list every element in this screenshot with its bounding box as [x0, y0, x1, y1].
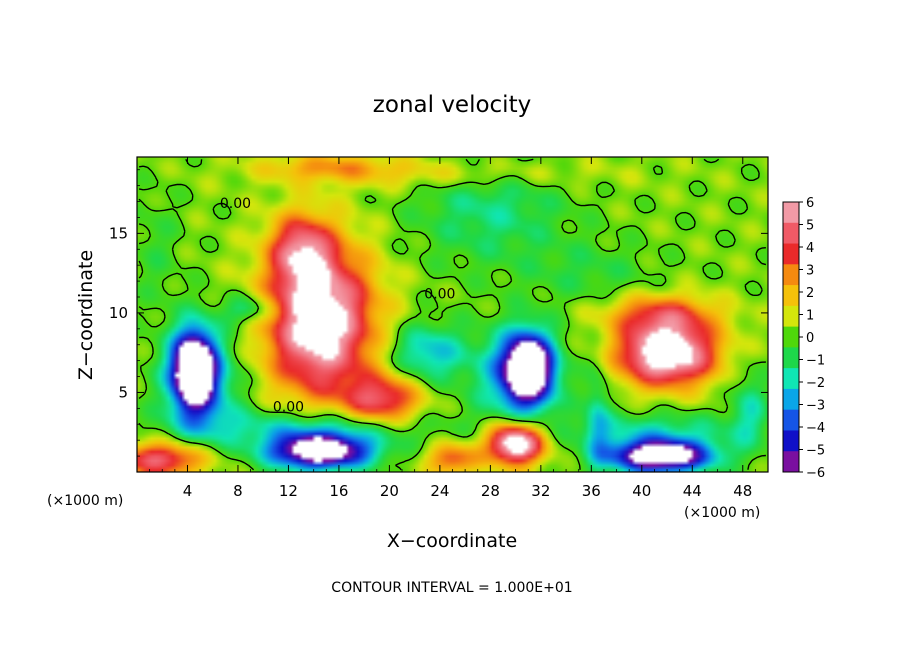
x-tick-label: 48 — [733, 482, 752, 500]
colorbar-tick-label: −4 — [806, 421, 825, 436]
x-unit-left: (×1000 m) — [47, 493, 123, 509]
x-tick-label: 16 — [329, 482, 348, 500]
colorbar-tick-label: 3 — [806, 264, 814, 279]
x-tick-label: 36 — [582, 482, 601, 500]
colorbar-swatch — [783, 202, 799, 224]
colorbar-swatch — [783, 264, 799, 286]
contour-label-1: 0.00 — [424, 287, 455, 303]
colorbar-tick-label: 4 — [806, 241, 814, 256]
colorbar-tick-label: 2 — [806, 286, 814, 301]
x-tick-label: 40 — [632, 482, 651, 500]
colorbar-swatch — [783, 285, 799, 307]
colorbar-swatch — [783, 305, 799, 328]
x-tick-label: 44 — [683, 482, 702, 500]
x-tick-label: 20 — [380, 482, 399, 500]
x-axis: 4 8 12 16 20 24 28 32 36 40 44 48 — [149, 157, 756, 500]
y-axis-label: Z−coordinate — [75, 250, 97, 380]
y-tick-label: 15 — [109, 224, 128, 242]
colorbar-swatch — [783, 409, 799, 431]
colorbar-swatch — [783, 222, 799, 245]
colorbar-swatch — [783, 326, 799, 348]
contour-label-0: 0.00 — [220, 196, 251, 212]
colorbar-swatch — [783, 430, 799, 452]
x-tick-label: 8 — [233, 482, 243, 500]
colorbar-swatch — [783, 451, 799, 473]
x-unit-right: (×1000 m) — [684, 505, 760, 521]
colorbar-tick-label: −3 — [806, 399, 825, 414]
x-tick-label: 32 — [531, 482, 550, 500]
colorbar-tick-label: 6 — [806, 196, 814, 211]
colorbar-tick-label: 0 — [806, 331, 814, 346]
colorbar: 6 5 4 3 2 1 0 −1 −2 −3 −4 −5 −6 — [782, 196, 825, 481]
colorbar-swatch — [783, 368, 799, 390]
colorbar-swatch — [783, 388, 799, 411]
colorbar-tick-label: −1 — [806, 354, 825, 369]
plot-area: 0.00 0.00 0.00 — [136, 156, 769, 473]
x-tick-label: 24 — [430, 482, 449, 500]
colorbar-tick-label: 1 — [806, 309, 814, 324]
colorbar-swatch — [783, 243, 799, 265]
y-axis: 5 10 15 — [109, 169, 768, 457]
colorbar-tick-label: 5 — [806, 219, 814, 234]
contour-interval-note: CONTOUR INTERVAL = 1.000E+01 — [331, 580, 572, 596]
y-tick-label: 10 — [109, 304, 128, 322]
x-tick-label: 12 — [279, 482, 298, 500]
colorbar-tick-label: −6 — [806, 466, 825, 481]
x-tick-label: 4 — [183, 482, 193, 500]
x-tick-label: 28 — [481, 482, 500, 500]
colorbar-swatch — [783, 347, 799, 369]
contour-label-2: 0.00 — [273, 400, 304, 416]
chart-title: zonal velocity — [373, 92, 531, 118]
colorbar-tick-label: −2 — [806, 376, 825, 391]
colorbar-tick-label: −5 — [806, 444, 825, 459]
velocity-heatmap — [137, 157, 768, 472]
x-axis-label: X−coordinate — [387, 530, 517, 552]
y-tick-label: 5 — [118, 383, 128, 401]
